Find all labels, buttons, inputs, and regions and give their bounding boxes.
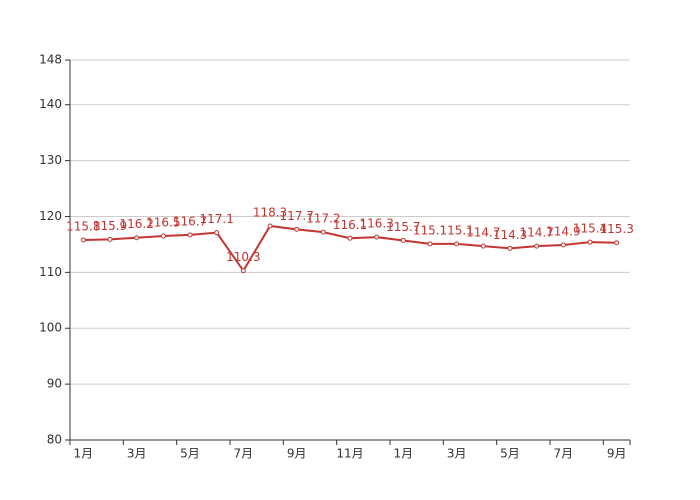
point xyxy=(80,237,86,243)
x-tick-label: 7月 xyxy=(554,447,574,461)
value-label: 116.7 xyxy=(173,214,207,228)
value-label: 116.5 xyxy=(146,216,180,230)
point xyxy=(614,240,620,246)
x-tick-label: 1月 xyxy=(394,447,414,461)
point xyxy=(214,230,220,236)
point xyxy=(534,243,540,249)
value-label: 115.4 xyxy=(573,222,607,236)
point xyxy=(134,235,140,241)
x-tick-label: 9月 xyxy=(287,447,307,461)
x-tick-label: 3月 xyxy=(127,447,147,461)
y-tick-label: 90 xyxy=(47,377,62,391)
y-tick-label: 100 xyxy=(39,321,62,335)
value-label: 110.3 xyxy=(226,250,260,264)
point xyxy=(347,235,353,241)
point xyxy=(320,229,326,235)
value-label: 118.3 xyxy=(253,205,287,219)
point xyxy=(240,268,246,274)
value-label: 116.2 xyxy=(119,217,153,231)
point xyxy=(507,245,513,251)
x-tick-label: 7月 xyxy=(234,447,254,461)
value-label: 117.1 xyxy=(199,212,233,226)
value-label: 114.3 xyxy=(493,228,527,242)
point xyxy=(374,234,380,240)
y-tick-label: 80 xyxy=(47,433,62,447)
point xyxy=(480,243,486,249)
point xyxy=(454,241,460,247)
value-label: 117.7 xyxy=(279,209,313,223)
x-tick-label: 3月 xyxy=(447,447,467,461)
x-tick-label: 5月 xyxy=(180,447,200,461)
x-tick-label: 5月 xyxy=(500,447,520,461)
point xyxy=(400,238,406,243)
point xyxy=(160,233,166,239)
y-tick-label: 110 xyxy=(39,265,62,279)
x-tick-label: 11月 xyxy=(336,447,363,461)
point xyxy=(587,239,593,245)
value-label: 114.7 xyxy=(519,226,553,240)
value-label: 116.1 xyxy=(333,218,367,232)
value-label: 116.3 xyxy=(359,217,393,231)
value-label: 115.3 xyxy=(599,222,633,236)
x-tick-label: 9月 xyxy=(607,447,627,461)
y-tick-label: 130 xyxy=(39,153,62,167)
value-label: 114.7 xyxy=(466,226,500,240)
y-tick-label: 140 xyxy=(39,97,62,111)
point xyxy=(107,236,113,242)
point xyxy=(267,223,273,229)
point xyxy=(427,241,433,247)
y-tick-label: 148 xyxy=(39,53,62,67)
value-label: 115.7 xyxy=(386,220,420,234)
value-label: 115.9 xyxy=(93,219,127,233)
point xyxy=(187,232,193,238)
value-label: 115.8 xyxy=(66,219,100,233)
value-label: 114.9 xyxy=(546,224,580,238)
value-label: 115.1 xyxy=(413,223,447,237)
x-tick-label: 1月 xyxy=(74,447,94,461)
value-label: 117.2 xyxy=(306,212,340,226)
value-label: 115.1 xyxy=(439,223,473,237)
point xyxy=(294,226,300,232)
y-tick-label: 120 xyxy=(39,209,62,223)
point xyxy=(560,242,566,248)
